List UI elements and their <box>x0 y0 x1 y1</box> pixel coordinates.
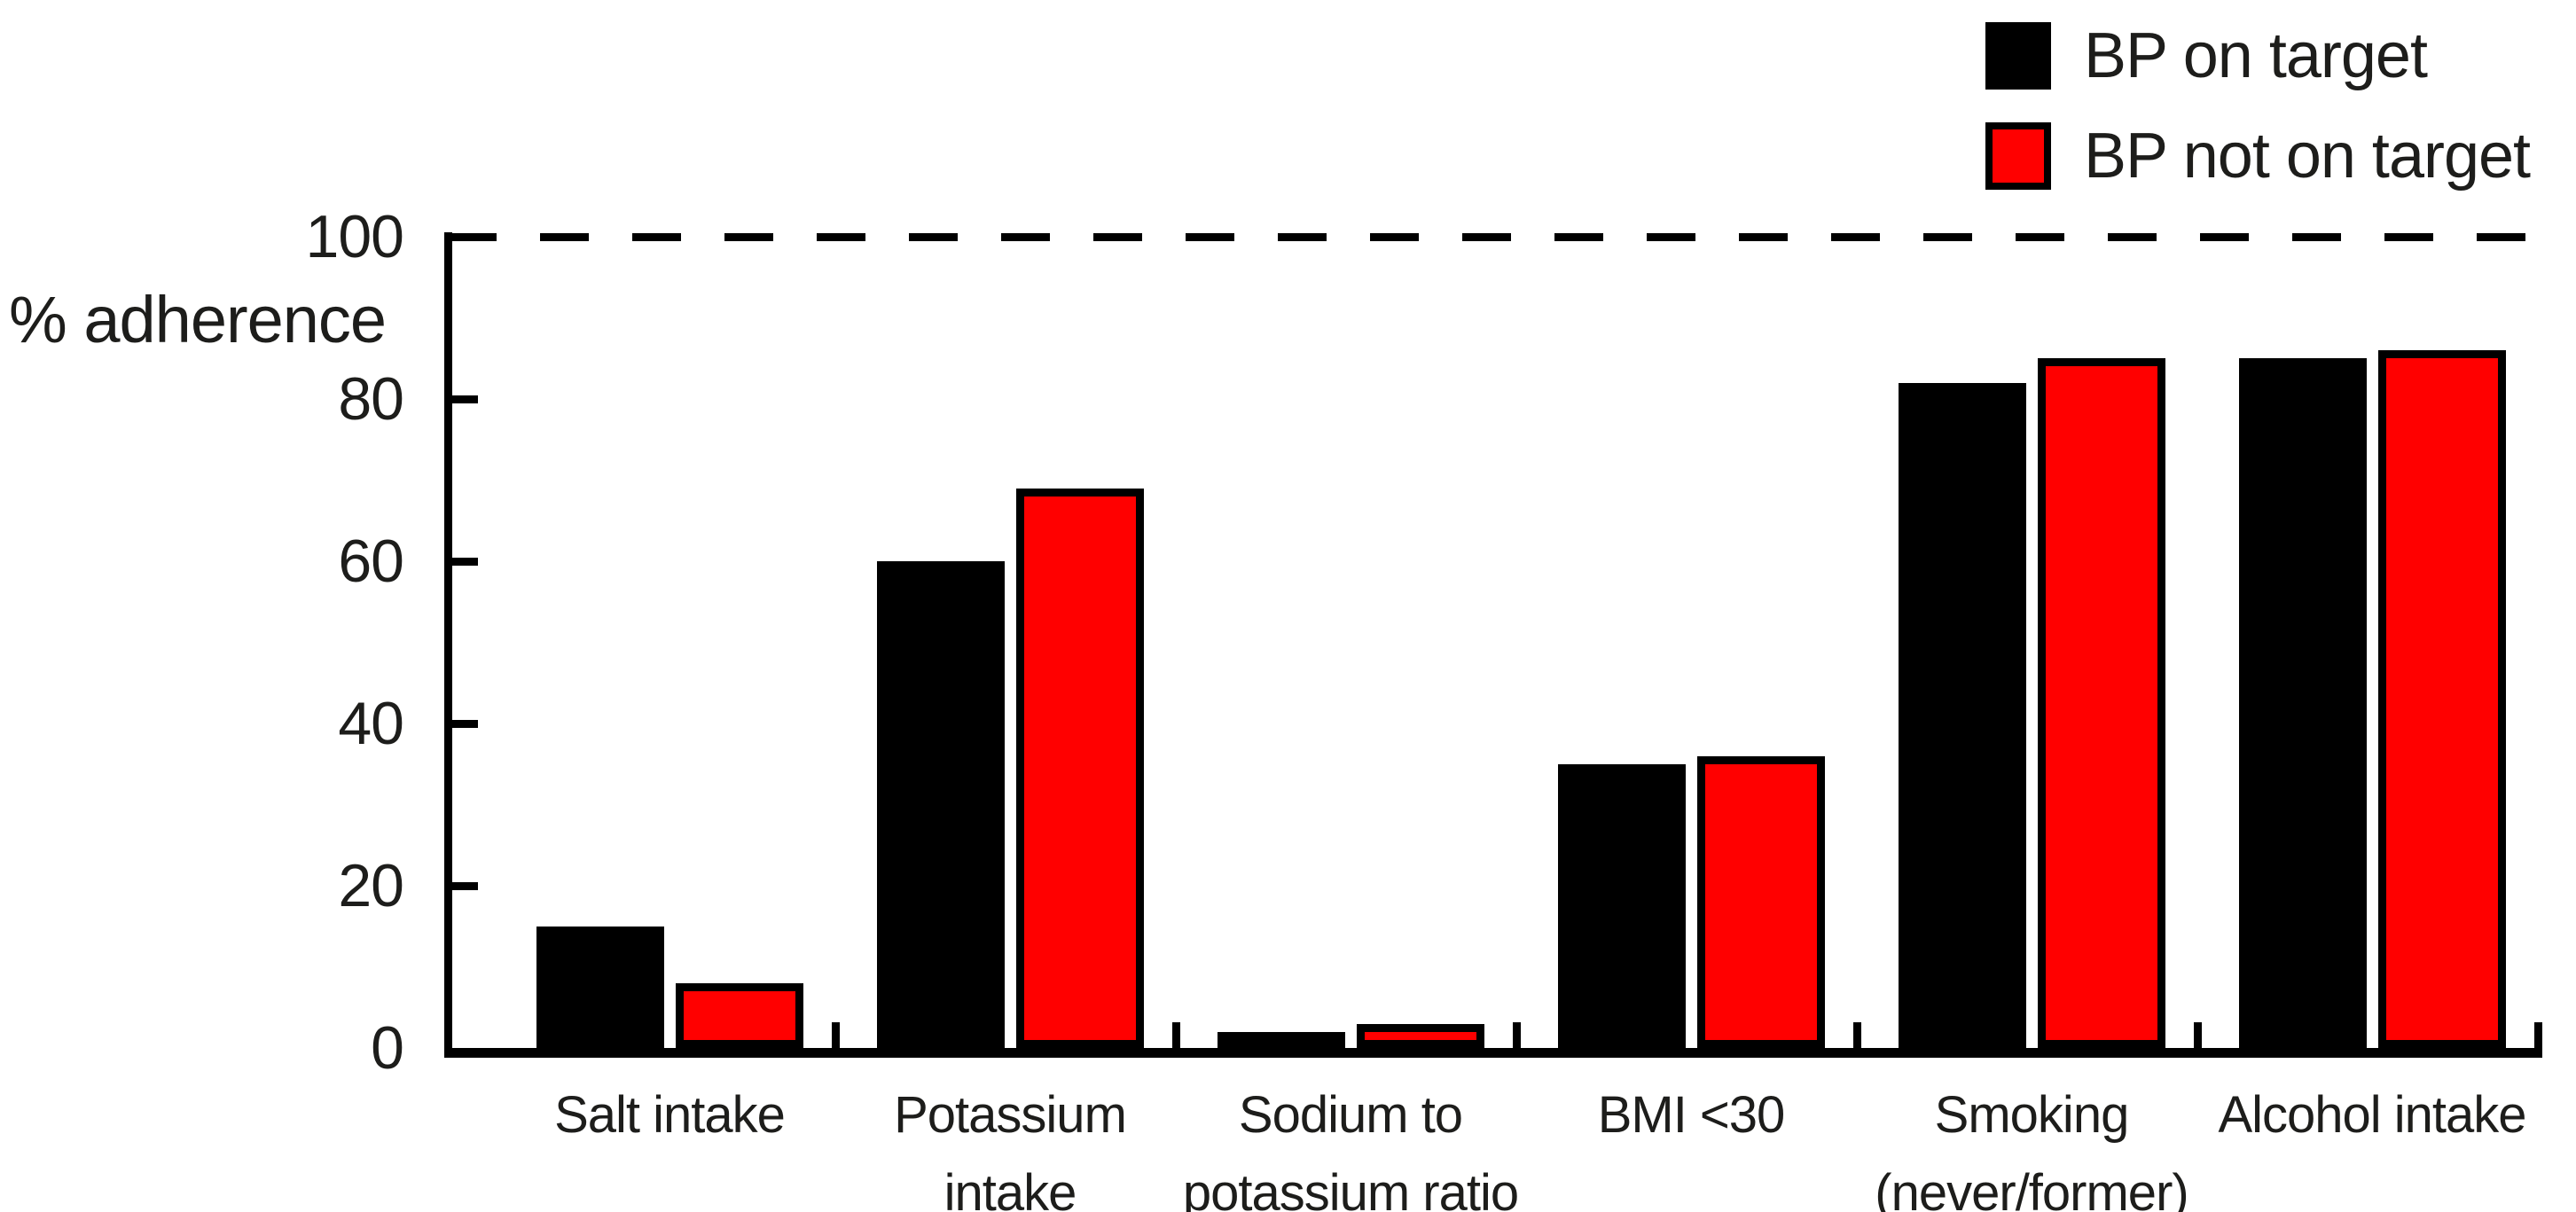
category-separator-tick-2 <box>1513 1022 1521 1048</box>
y-axis-line <box>444 232 452 1058</box>
legend-row-bp-not-on-target: BP not on target <box>1985 120 2531 192</box>
y-tick-40 <box>451 720 478 728</box>
y-tick-label-20: 20 <box>338 852 404 919</box>
y-tick-label-80: 80 <box>338 365 404 433</box>
category-label-5: Alcohol intake <box>2218 1086 2526 1144</box>
y-tick-100 <box>451 233 478 241</box>
y-tick-80 <box>451 395 478 403</box>
bar-bp-on-target-0 <box>536 927 664 1048</box>
category-separator-tick-0 <box>832 1022 840 1048</box>
category-label-3: BMI <30 <box>1597 1086 1786 1144</box>
category-label-2: Sodium to potassium ratio <box>1182 1086 1519 1212</box>
category-separator-tick-1 <box>1172 1022 1180 1048</box>
bar-bp-not-on-target-0 <box>676 983 803 1048</box>
x-axis-line <box>444 1048 2542 1058</box>
y-tick-label-100: 100 <box>305 203 404 270</box>
bar-bp-on-target-2 <box>1218 1032 1345 1048</box>
legend: BP on target BP not on target <box>1985 20 2531 192</box>
bar-bp-not-on-target-2 <box>1357 1024 1484 1048</box>
y-tick-label-0: 0 <box>371 1014 404 1082</box>
legend-label-bp-not-on-target: BP not on target <box>2084 121 2531 192</box>
bar-bp-not-on-target-1 <box>1016 489 1144 1048</box>
legend-label-bp-on-target: BP on target <box>2084 20 2428 91</box>
category-label-4: Smoking (never/former) <box>1875 1086 2188 1212</box>
y-tick-60 <box>451 558 478 566</box>
legend-row-bp-on-target: BP on target <box>1985 20 2530 92</box>
y-tick-label-60: 60 <box>338 528 404 595</box>
category-separator-tick-4 <box>2194 1022 2202 1048</box>
bar-bp-not-on-target-5 <box>2378 350 2506 1048</box>
y-axis-title: % adherence <box>9 283 387 356</box>
y-tick-20 <box>451 882 478 890</box>
legend-swatch-bp-not-on-target <box>1985 122 2051 190</box>
category-label-1: Potassium intake <box>894 1086 1127 1212</box>
bar-bp-on-target-3 <box>1558 764 1686 1048</box>
bar-bp-on-target-1 <box>877 561 1005 1048</box>
legend-swatch-bp-on-target <box>1985 22 2051 90</box>
category-separator-tick-5 <box>2534 1022 2542 1048</box>
reference-line-100 <box>448 233 2563 241</box>
bar-bp-on-target-5 <box>2239 358 2367 1048</box>
bar-bp-on-target-4 <box>1899 383 2026 1048</box>
bar-bp-not-on-target-3 <box>1697 756 1825 1048</box>
category-separator-tick-3 <box>1853 1022 1861 1048</box>
bar-bp-not-on-target-4 <box>2038 358 2165 1048</box>
category-label-0: Salt intake <box>554 1086 786 1144</box>
y-tick-label-40: 40 <box>338 690 404 757</box>
